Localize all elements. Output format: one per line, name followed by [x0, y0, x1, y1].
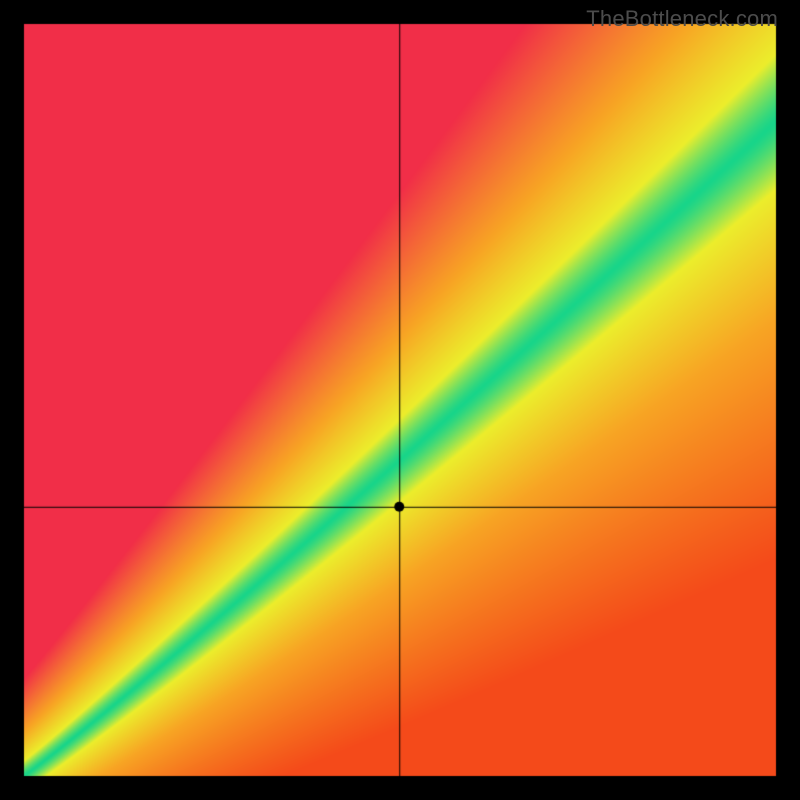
- bottleneck-heatmap: [0, 0, 800, 800]
- chart-container: TheBottleneck.com: [0, 0, 800, 800]
- watermark-text: TheBottleneck.com: [586, 6, 778, 32]
